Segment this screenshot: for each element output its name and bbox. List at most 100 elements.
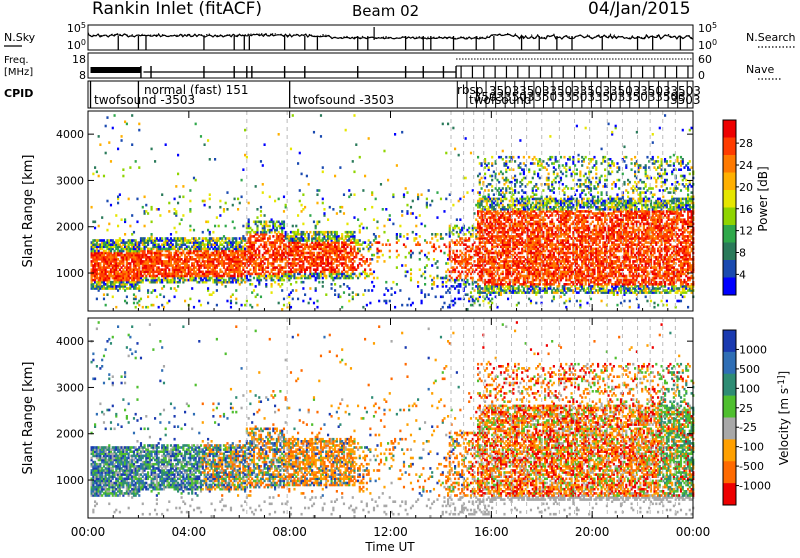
heatmap-cell-1925 bbox=[256, 225, 258, 228]
heatmap-cell-2914 bbox=[348, 300, 350, 303]
nave-tick-top: 60 bbox=[698, 53, 712, 66]
cpid-entry-5: twofsound bbox=[469, 93, 532, 107]
heatmap-cell-3475 bbox=[465, 233, 467, 236]
heatmap-cell-1203 bbox=[189, 208, 191, 211]
heatmap-cell-888 bbox=[159, 214, 161, 217]
heatmap-cell-1061 bbox=[175, 210, 177, 213]
heatmap-cell-2405 bbox=[299, 152, 301, 155]
heatmap-cell-4877 bbox=[535, 193, 537, 196]
heatmap-cell-1556 bbox=[225, 285, 227, 288]
heatmap-cell-1963 bbox=[260, 221, 262, 224]
heatmap-cell-2494 bbox=[308, 183, 310, 186]
heatmap-cell-3155 bbox=[401, 264, 403, 267]
freq-trace bbox=[91, 59, 693, 78]
heatmap-cell-67 bbox=[94, 221, 96, 224]
heatmap-cell-2844 bbox=[341, 306, 343, 309]
heatmap-cell-3089 bbox=[376, 277, 378, 280]
heatmap-cell-651 bbox=[140, 298, 142, 301]
heatmap-cell-1652 bbox=[232, 221, 234, 224]
heatmap-cell-3168 bbox=[405, 187, 407, 190]
heatmap-cell-3283 bbox=[442, 306, 444, 309]
heatmap-cell-832 bbox=[156, 296, 158, 299]
heatmap-cell-113 bbox=[98, 225, 100, 228]
heatmap-cell-44 bbox=[92, 173, 94, 176]
heatmap-cell-3104 bbox=[380, 183, 382, 186]
heatmap-cell-3177 bbox=[408, 298, 410, 301]
heatmap-cell-3176 bbox=[406, 191, 408, 194]
heatmap-cell-3157 bbox=[401, 210, 403, 213]
heatmap-cell-4304 bbox=[509, 168, 511, 171]
heatmap-cell-522 bbox=[129, 166, 131, 169]
heatmap-cell-205 bbox=[105, 125, 107, 128]
heatmap-cell-3169 bbox=[406, 304, 408, 307]
heatmap-cell-3120 bbox=[387, 289, 389, 292]
heatmap-cell-749 bbox=[147, 212, 149, 215]
heatmap-cell-2430 bbox=[302, 281, 304, 284]
heatmap-cell-3271 bbox=[436, 239, 438, 242]
heatmap-cell-2184 bbox=[281, 283, 283, 286]
heatmap-cell-3090 bbox=[376, 260, 378, 263]
heatmap-cell-3362 bbox=[452, 127, 454, 130]
heatmap-cell-831 bbox=[154, 160, 156, 163]
heatmap-cell-297 bbox=[112, 127, 114, 130]
heatmap-cell-1673 bbox=[235, 302, 237, 305]
heatmap-cell-4521 bbox=[519, 139, 521, 142]
heatmap-cell-3160 bbox=[403, 235, 405, 238]
heatmap-cell-1293 bbox=[200, 304, 202, 307]
heatmap-cell-1574 bbox=[226, 300, 228, 303]
heatmap-cell-1770 bbox=[242, 225, 244, 228]
heatmap-cell-4520 bbox=[519, 162, 521, 165]
heatmap-cell-1344 bbox=[204, 200, 206, 203]
heatmap-cell-4418 bbox=[514, 160, 516, 163]
heatmap-cell-3426 bbox=[459, 218, 461, 221]
heatmap-cell-1610 bbox=[228, 237, 230, 240]
cpid-label: CPID bbox=[4, 87, 33, 100]
heatmap-cell-1364 bbox=[207, 302, 209, 305]
heatmap-cell-3162 bbox=[403, 193, 405, 196]
heatmap-cell-1789 bbox=[244, 129, 246, 132]
heatmap-cell-2998 bbox=[357, 293, 359, 296]
heatmap-cell-2386 bbox=[297, 162, 299, 165]
heatmap-cell-1345 bbox=[204, 143, 206, 146]
heatmap-cell-1631 bbox=[232, 293, 234, 296]
heatmap-cell-3410 bbox=[459, 298, 461, 301]
heatmap-cell-1446 bbox=[212, 231, 214, 234]
heatmap-cell-3284 bbox=[442, 296, 444, 299]
heatmap-cell-2429 bbox=[302, 287, 304, 290]
freq-tick-top: 18 bbox=[72, 53, 86, 66]
heatmap-cell-3158 bbox=[401, 131, 403, 134]
heatmap-cell-1809 bbox=[246, 156, 248, 159]
heatmap-cell-3018 bbox=[359, 229, 361, 232]
heatmap-cell-3392 bbox=[456, 218, 458, 221]
heatmap-cell-3234 bbox=[426, 241, 428, 244]
heatmap-cell-1366 bbox=[207, 287, 209, 290]
heatmap-cell-706 bbox=[144, 225, 146, 228]
heatmap-cell-3260 bbox=[433, 243, 435, 246]
heatmap-cell-3199 bbox=[415, 225, 417, 228]
heatmap-cell-2059 bbox=[271, 291, 273, 294]
heatmap-cell-2427 bbox=[301, 173, 303, 176]
heatmap-cell-791 bbox=[151, 148, 153, 151]
heatmap-cell-521 bbox=[129, 225, 131, 228]
heatmap-cell-650 bbox=[138, 123, 140, 126]
heatmap-cell-4229 bbox=[505, 160, 507, 163]
heatmap-cell-2983 bbox=[353, 231, 355, 234]
heatmap-cell-2675 bbox=[323, 208, 325, 211]
heatmap-cell-3008 bbox=[357, 218, 359, 221]
heatmap-cell-731 bbox=[147, 289, 149, 292]
heatmap-cell-2859 bbox=[341, 233, 343, 236]
heatmap-cell-2118 bbox=[274, 200, 276, 203]
heatmap-cell-3069 bbox=[371, 289, 373, 292]
heatmap-cell-1084 bbox=[177, 154, 179, 157]
heatmap-cell-2347 bbox=[295, 281, 297, 284]
heatmap-cell-1674 bbox=[235, 298, 237, 301]
heatmap-cell-2053 bbox=[269, 235, 271, 238]
freq-unit-label: [MHz] bbox=[4, 67, 33, 78]
heatmap-cell-1139 bbox=[184, 300, 186, 303]
heatmap-cell-1464 bbox=[214, 225, 216, 228]
heatmap-cell-1733 bbox=[239, 202, 241, 205]
heatmap-cell-206 bbox=[106, 293, 108, 296]
heatmap-cell-3080 bbox=[373, 271, 375, 274]
heatmap-cell-3281 bbox=[440, 233, 442, 236]
heatmap-cell-1771 bbox=[242, 168, 244, 171]
